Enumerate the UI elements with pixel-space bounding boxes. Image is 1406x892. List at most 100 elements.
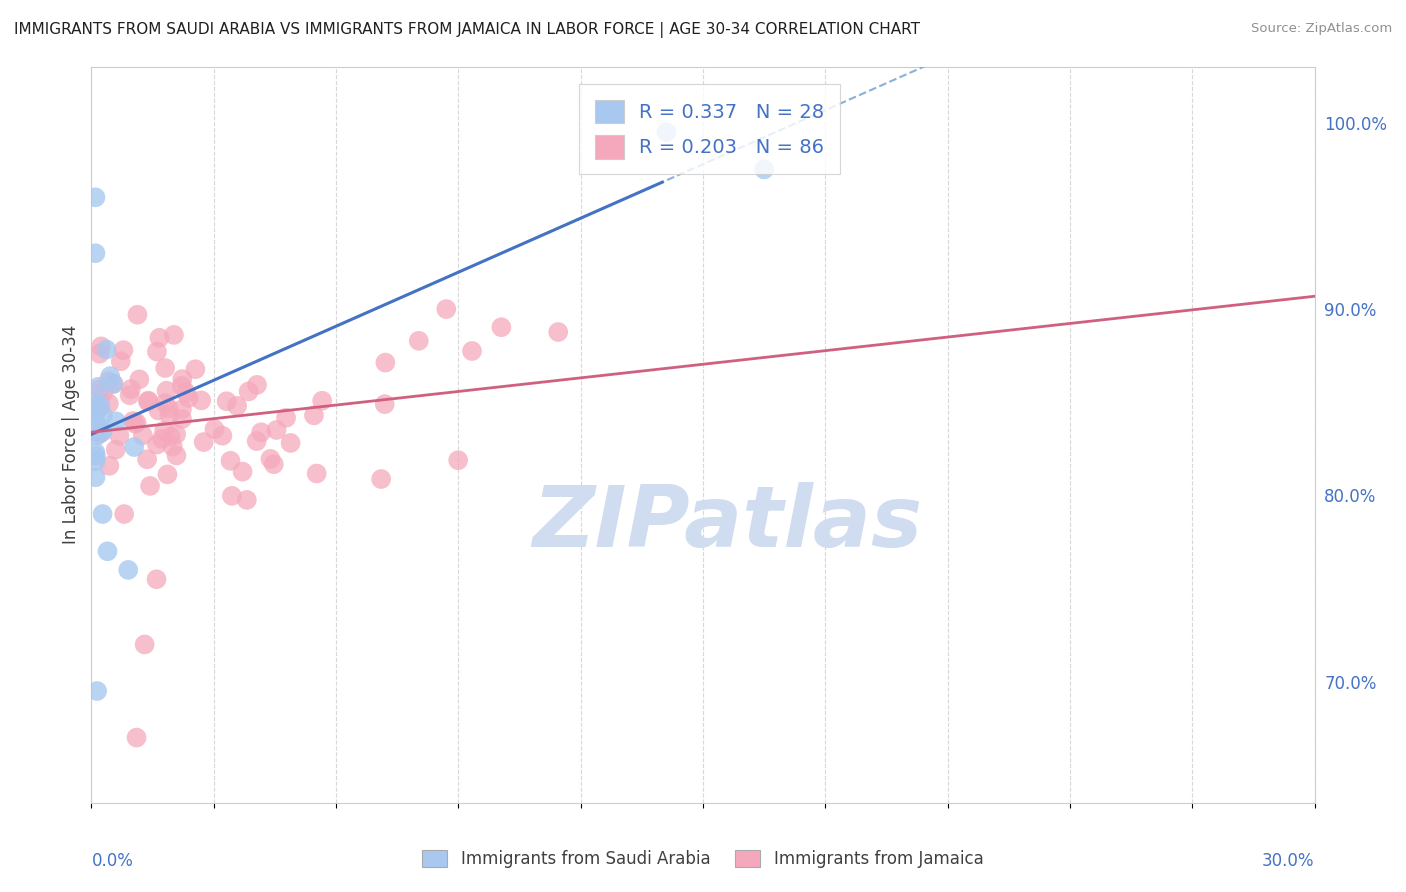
Point bbox=[91, 507, 114, 521]
Point bbox=[98, 458, 121, 473]
Point bbox=[84, 415, 107, 429]
Point bbox=[280, 436, 302, 450]
Point bbox=[302, 409, 325, 423]
Point bbox=[84, 190, 107, 204]
Point bbox=[139, 479, 162, 493]
Point bbox=[91, 409, 114, 423]
Point bbox=[172, 372, 194, 386]
Point bbox=[174, 385, 197, 400]
Point bbox=[447, 453, 470, 467]
Point bbox=[408, 334, 430, 348]
Point bbox=[250, 425, 273, 440]
Point bbox=[219, 454, 242, 468]
Point bbox=[145, 572, 167, 586]
Point bbox=[305, 467, 328, 481]
Point bbox=[238, 384, 260, 399]
Point bbox=[204, 422, 226, 436]
Point bbox=[236, 492, 259, 507]
Point bbox=[311, 393, 333, 408]
Point bbox=[150, 432, 173, 446]
Point bbox=[148, 331, 170, 345]
Text: ZIPatlas: ZIPatlas bbox=[533, 482, 922, 565]
Legend: R = 0.337   N = 28, R = 0.203   N = 86: R = 0.337 N = 28, R = 0.203 N = 86 bbox=[579, 84, 839, 174]
Point bbox=[177, 391, 200, 405]
Point bbox=[374, 355, 396, 369]
Point bbox=[153, 396, 176, 410]
Point bbox=[190, 393, 212, 408]
Point bbox=[246, 434, 269, 449]
Point bbox=[89, 401, 111, 416]
Point bbox=[128, 372, 150, 386]
Point bbox=[84, 399, 107, 413]
Text: Source: ZipAtlas.com: Source: ZipAtlas.com bbox=[1251, 22, 1392, 36]
Point bbox=[215, 394, 238, 409]
Point bbox=[110, 354, 132, 368]
Point bbox=[157, 401, 180, 416]
Point bbox=[146, 344, 169, 359]
Point bbox=[91, 425, 114, 439]
Point bbox=[84, 405, 107, 419]
Point bbox=[461, 344, 484, 359]
Point bbox=[184, 362, 207, 376]
Point bbox=[84, 454, 107, 468]
Point bbox=[127, 308, 149, 322]
Point bbox=[87, 380, 110, 394]
Point bbox=[117, 563, 139, 577]
Point bbox=[226, 399, 249, 413]
Point bbox=[91, 385, 114, 400]
Point bbox=[138, 393, 160, 408]
Point bbox=[125, 416, 148, 430]
Point bbox=[153, 424, 176, 438]
Point bbox=[370, 472, 392, 486]
Legend: Immigrants from Saudi Arabia, Immigrants from Jamaica: Immigrants from Saudi Arabia, Immigrants… bbox=[416, 843, 990, 875]
Point bbox=[153, 361, 176, 376]
Point bbox=[118, 388, 141, 402]
Point bbox=[263, 457, 285, 471]
Point bbox=[84, 398, 107, 412]
Point bbox=[136, 452, 159, 467]
Point bbox=[655, 125, 678, 139]
Point bbox=[122, 414, 145, 428]
Point bbox=[170, 402, 193, 417]
Point bbox=[132, 428, 155, 442]
Point bbox=[211, 428, 233, 442]
Point bbox=[156, 467, 179, 482]
Point bbox=[124, 417, 146, 431]
Point bbox=[103, 376, 125, 391]
Point bbox=[112, 343, 135, 358]
Text: 30.0%: 30.0% bbox=[1263, 852, 1315, 870]
Point bbox=[87, 420, 110, 434]
Point bbox=[547, 325, 569, 339]
Point bbox=[98, 369, 121, 384]
Point bbox=[159, 429, 181, 443]
Point bbox=[86, 684, 108, 698]
Point bbox=[89, 383, 111, 397]
Point bbox=[193, 435, 215, 450]
Point bbox=[374, 397, 396, 411]
Point bbox=[104, 414, 127, 428]
Point bbox=[97, 374, 120, 388]
Point bbox=[84, 470, 107, 484]
Point bbox=[165, 449, 187, 463]
Point bbox=[89, 398, 111, 412]
Point bbox=[266, 423, 288, 437]
Point bbox=[90, 339, 112, 353]
Point bbox=[112, 507, 135, 521]
Point bbox=[84, 246, 107, 260]
Point bbox=[104, 442, 127, 457]
Point bbox=[108, 429, 131, 443]
Point bbox=[96, 544, 118, 558]
Point bbox=[170, 412, 193, 426]
Point bbox=[120, 382, 142, 396]
Point bbox=[434, 302, 457, 317]
Point bbox=[103, 376, 125, 391]
Point bbox=[86, 428, 108, 442]
Point bbox=[165, 427, 187, 442]
Point bbox=[170, 379, 193, 393]
Point bbox=[246, 377, 269, 392]
Point bbox=[89, 426, 111, 441]
Text: IMMIGRANTS FROM SAUDI ARABIA VS IMMIGRANTS FROM JAMAICA IN LABOR FORCE | AGE 30-: IMMIGRANTS FROM SAUDI ARABIA VS IMMIGRAN… bbox=[14, 22, 920, 38]
Point bbox=[122, 440, 145, 454]
Point bbox=[163, 327, 186, 342]
Point bbox=[159, 409, 181, 423]
